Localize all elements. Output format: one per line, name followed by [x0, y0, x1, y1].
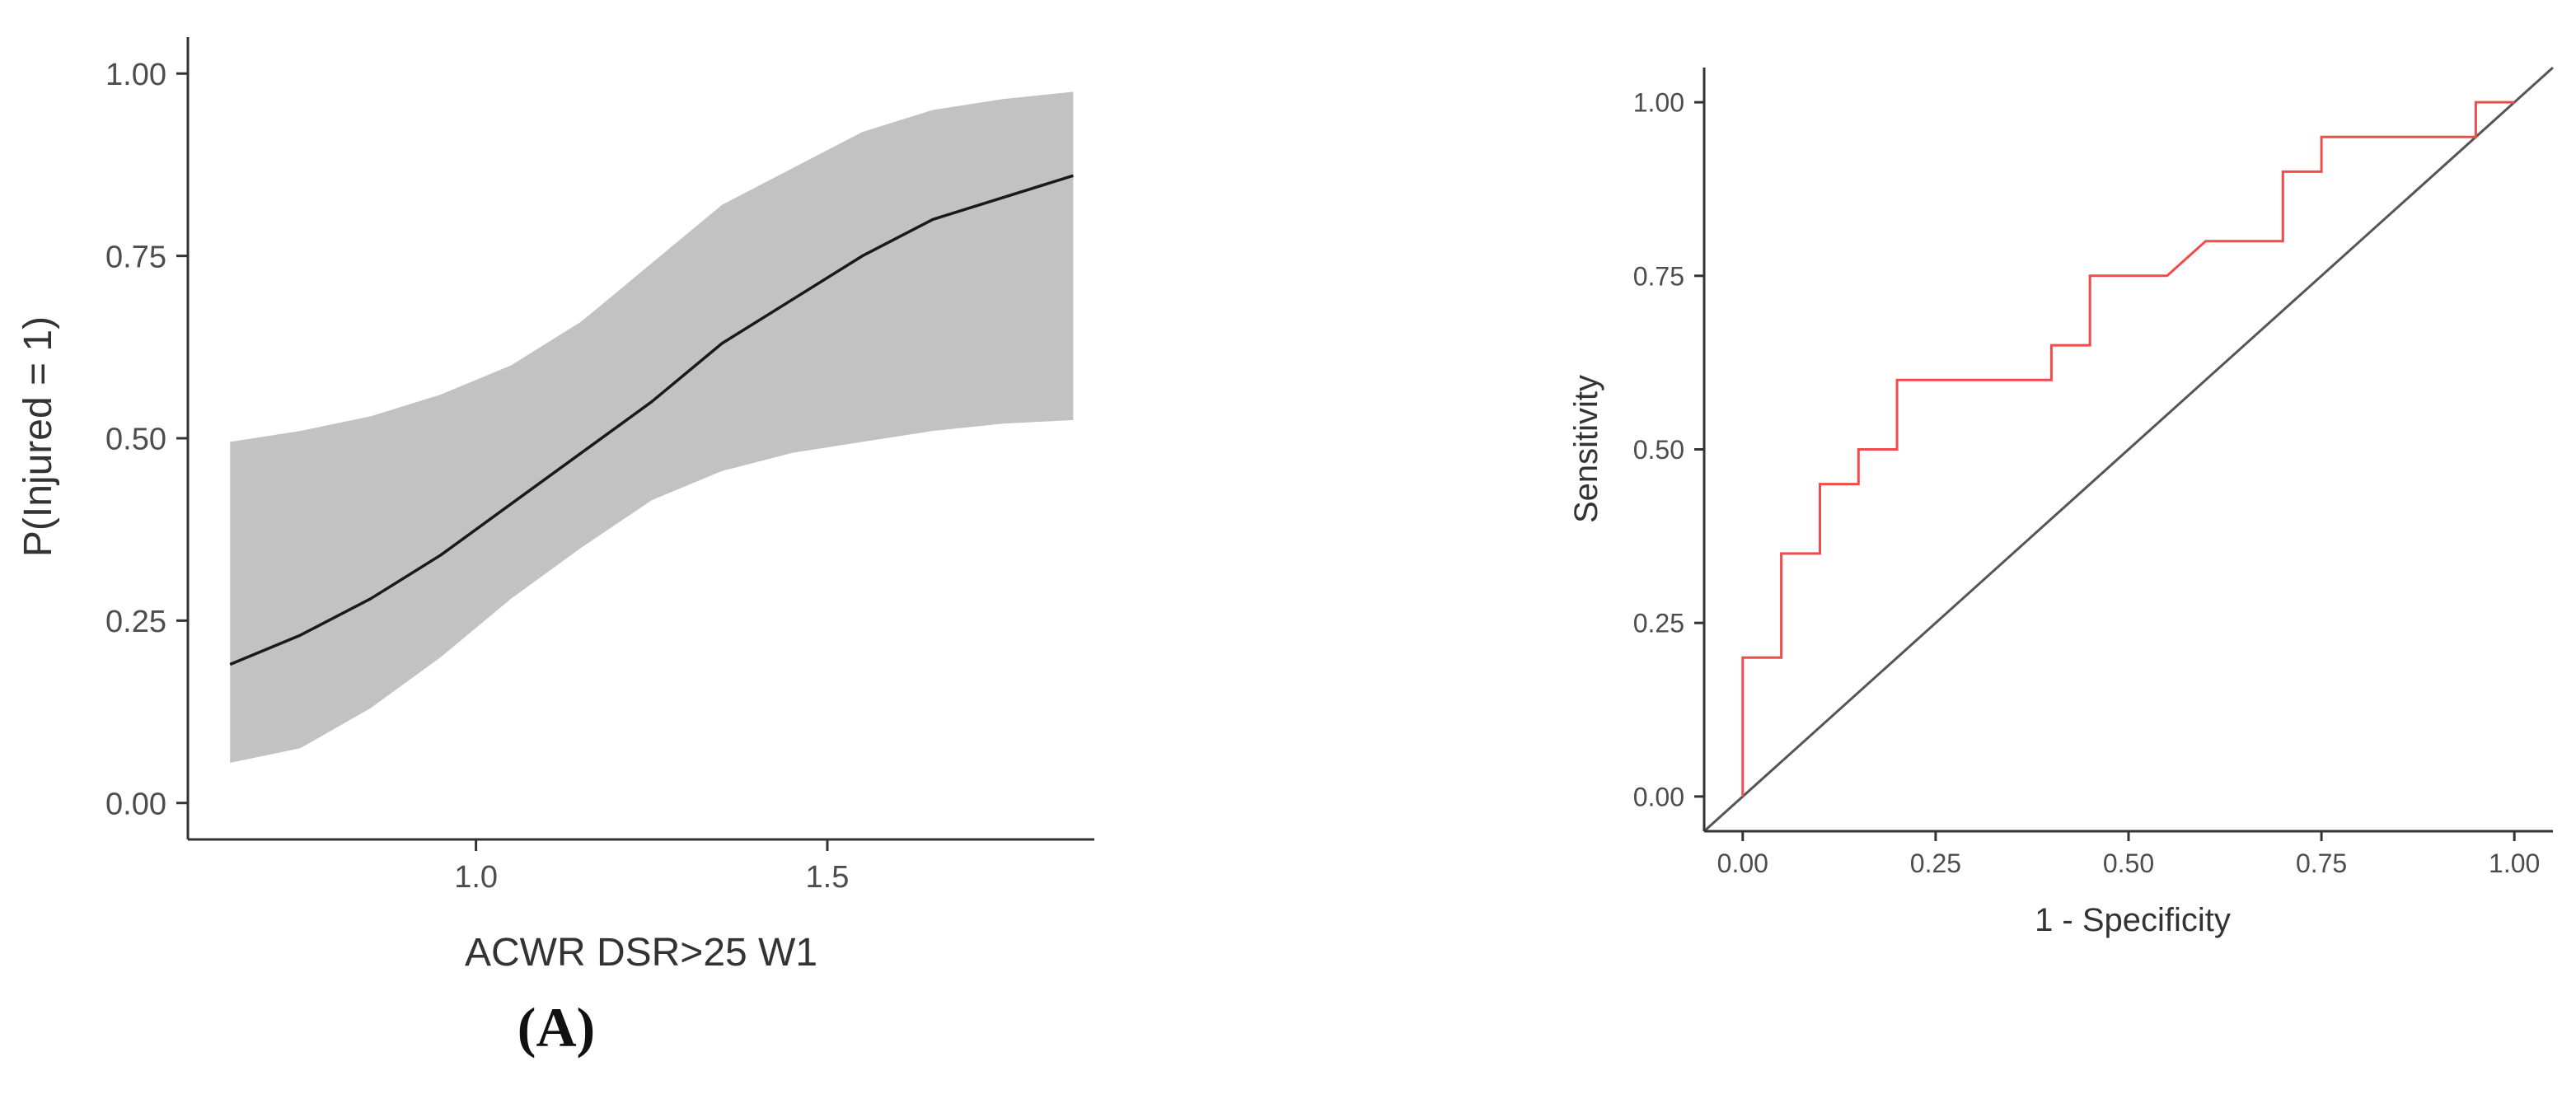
panel-b-x-axis-title: 1 - Specificity: [2035, 902, 2231, 938]
panel-b-y-tick-label: 0.00: [1633, 782, 1684, 811]
panel-a-y-tick-label: 0.00: [105, 787, 166, 821]
roc-curve: [1741, 101, 2515, 797]
panel-a-label: (A): [518, 996, 595, 1059]
panel-b-x-tick-label: 0.00: [1717, 849, 1768, 878]
panel-b-x-tick-label: 1.00: [2489, 849, 2540, 878]
panel-a-x-tick-label: 1.0: [454, 860, 498, 895]
panel-b-x-tick-label: 0.75: [2296, 849, 2347, 878]
panel-b-x-tick-label: 0.50: [2103, 849, 2154, 878]
panel-a-x-axis-title: ACWR DSR>25 W1: [465, 931, 817, 975]
confidence-band: [230, 91, 1074, 763]
panel-a-y-tick-label: 0.75: [105, 240, 166, 274]
panel-a-chart: 0.00 0.25 0.50 0.75 1.00 1.0 1.5 ACWR DSR>25 W…: [16, 37, 1094, 1059]
panel-a-y-tick-label: 1.00: [105, 58, 166, 92]
panel-b-y-tick-label: 0.25: [1633, 609, 1684, 638]
panel-b-y-axis-title: Sensitivity: [1568, 375, 1604, 523]
panel-a-x-tick-label: 1.5: [806, 860, 850, 895]
panel-b-x-tick-label: 0.25: [1910, 849, 1961, 878]
panel-a-y-tick-label: 0.50: [105, 423, 166, 457]
reference-diagonal-line: [1703, 66, 2555, 833]
panel-b-y-tick-label: 1.00: [1633, 88, 1684, 118]
panel-b-y-tick-label: 0.75: [1633, 261, 1684, 291]
panel-a-y-axis-title: P(Injured = 1): [16, 316, 60, 557]
panel-b-y-tick-label: 0.50: [1633, 435, 1684, 465]
probability-curve: [229, 174, 1074, 666]
panel-a-y-tick-label: 0.25: [105, 605, 166, 639]
panel-b-chart: 0.00 0.25 0.50 0.75 1.00 0.00 0.25 0.50 0.75 1.00…: [1568, 66, 2555, 938]
